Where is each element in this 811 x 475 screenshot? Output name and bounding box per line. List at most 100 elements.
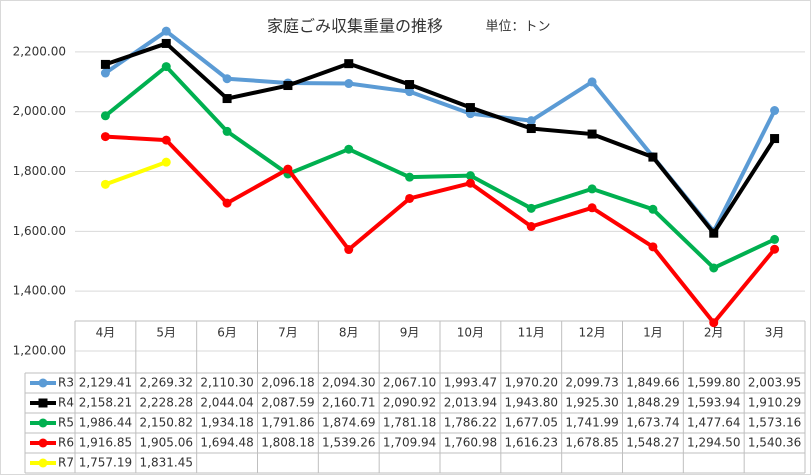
x-tick-label: 4月 — [96, 326, 116, 340]
table-cell: 1,786.22 — [444, 416, 497, 430]
marker — [344, 144, 354, 154]
table-cell: 1,548.27 — [626, 436, 679, 450]
marker — [100, 111, 110, 121]
marker — [100, 68, 110, 78]
table-cell: 2,129.41 — [79, 376, 132, 390]
marker — [100, 132, 110, 142]
table-cell: 2,003.95 — [748, 376, 801, 390]
table-cell: 1,781.18 — [383, 416, 436, 430]
series-line — [104, 64, 776, 270]
series-line — [104, 41, 777, 236]
x-tick-label: 9月 — [400, 326, 420, 340]
table-cell: 2,087.59 — [261, 396, 314, 410]
marker — [405, 87, 415, 97]
y-tick-label: 2,200.00 — [13, 44, 66, 58]
x-tick-label: 8月 — [339, 326, 359, 340]
marker — [405, 172, 415, 182]
marker — [465, 178, 475, 188]
marker — [161, 62, 171, 72]
marker — [770, 234, 780, 244]
legend-label: R5 — [58, 416, 74, 430]
legend-label: R3 — [58, 376, 74, 390]
table-cell: 1,910.29 — [748, 396, 801, 410]
marker — [283, 81, 293, 91]
y-tick-label: 1,800.00 — [13, 164, 66, 178]
y-tick-label: 1,400.00 — [13, 284, 66, 298]
marker — [405, 80, 415, 90]
marker — [465, 103, 475, 113]
marker — [100, 179, 110, 189]
marker — [770, 106, 780, 116]
table-cell: 1,540.36 — [748, 436, 801, 450]
marker — [587, 129, 597, 139]
table-cell: 1,808.18 — [261, 436, 314, 450]
marker — [526, 124, 536, 134]
y-tick-label: 1,200.00 — [13, 344, 66, 358]
x-tick-label: 3月 — [765, 326, 785, 340]
table-cell: 1,673.74 — [626, 416, 679, 430]
marker — [526, 203, 536, 213]
x-tick-label: 2月 — [704, 326, 724, 340]
table-cell: 1,709.94 — [383, 436, 436, 450]
series-line — [104, 160, 167, 187]
marker — [709, 228, 719, 238]
marker — [587, 184, 597, 194]
table-cell: 1,677.05 — [505, 416, 558, 430]
marker — [38, 418, 48, 428]
table-cell: 2,269.32 — [140, 376, 193, 390]
y-tick-label: 2,000.00 — [13, 104, 66, 118]
chart-subtitle: 単位：トン — [485, 19, 550, 35]
x-tick-label: 12月 — [578, 326, 605, 340]
marker — [648, 242, 658, 252]
x-tick-label: 7月 — [278, 326, 298, 340]
table-cell: 1,925.30 — [565, 396, 618, 410]
chart-title: 家庭ごみ収集重量の推移 — [267, 17, 443, 36]
table-cell: 1,905.06 — [140, 436, 193, 450]
legend-label: R6 — [58, 436, 74, 450]
marker — [283, 164, 293, 174]
table-cell: 1,477.64 — [687, 416, 740, 430]
legend-label: R4 — [58, 396, 74, 410]
table-cell: 1,791.86 — [261, 416, 314, 430]
table-cell: 1,539.26 — [322, 436, 375, 450]
marker — [161, 38, 171, 48]
table-cell: 1,593.94 — [687, 396, 740, 410]
x-tick-label: 1月 — [643, 326, 663, 340]
table-cell: 2,044.04 — [200, 396, 253, 410]
table-cell: 2,094.30 — [322, 376, 375, 390]
marker — [709, 318, 719, 328]
y-tick-label: 1,600.00 — [13, 224, 66, 238]
table-cell: 2,110.30 — [200, 376, 253, 390]
marker — [222, 94, 232, 104]
marker — [161, 157, 171, 167]
marker — [161, 26, 171, 36]
table-cell: 1,943.80 — [505, 396, 558, 410]
marker — [161, 135, 171, 145]
marker — [344, 245, 354, 255]
table-cell: 1,848.29 — [626, 396, 679, 410]
table-cell: 2,096.18 — [261, 376, 314, 390]
x-tick-label: 11月 — [518, 326, 545, 340]
table-cell: 2,090.92 — [383, 396, 436, 410]
table-cell: 2,150.82 — [140, 416, 193, 430]
table-cell: 1,849.66 — [626, 376, 679, 390]
table-cell: 1,294.50 — [687, 436, 740, 450]
table-cell: 2,228.28 — [140, 396, 193, 410]
table-cell: 2,158.21 — [79, 396, 132, 410]
table-cell: 2,067.10 — [383, 376, 436, 390]
marker — [222, 126, 232, 136]
table-cell: 1,573.16 — [748, 416, 801, 430]
table-cell: 1,986.44 — [79, 416, 132, 430]
table-cell: 1,970.20 — [505, 376, 558, 390]
marker — [100, 59, 110, 69]
marker — [709, 263, 719, 273]
marker — [648, 152, 658, 162]
table-cell: 1,616.23 — [505, 436, 558, 450]
marker — [222, 74, 232, 84]
table-cell: 1,916.85 — [79, 436, 132, 450]
marker — [38, 398, 48, 408]
marker — [344, 79, 354, 89]
marker — [38, 378, 48, 388]
marker — [770, 134, 780, 144]
